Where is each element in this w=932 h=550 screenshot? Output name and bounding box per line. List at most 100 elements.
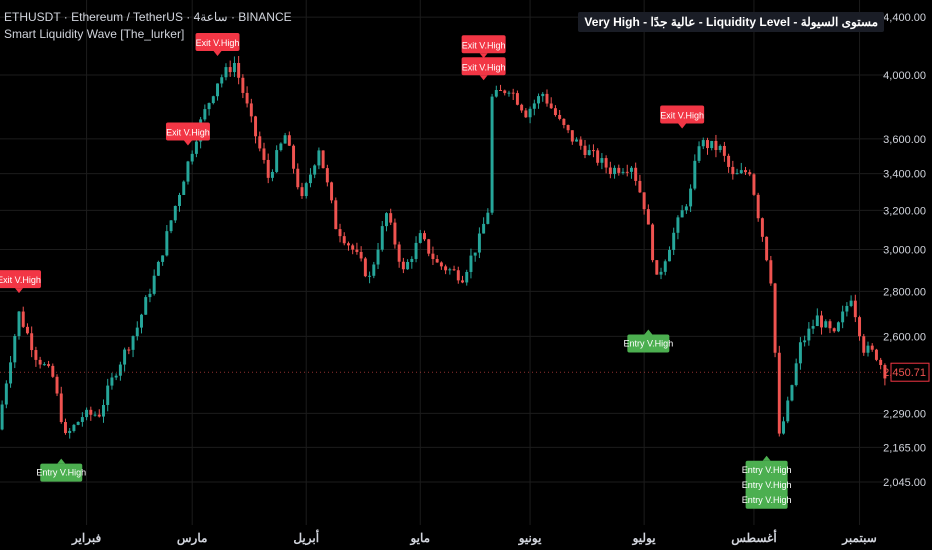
y-tick-label: 3,600.00	[883, 134, 926, 146]
y-tick-label: 3,400.00	[883, 169, 926, 181]
candle-body	[262, 148, 266, 160]
entry-signal-label	[745, 460, 788, 479]
candle-body	[765, 236, 769, 261]
candle-body	[80, 417, 84, 422]
x-tick-label: فبراير	[71, 531, 102, 546]
candle-body	[427, 239, 431, 254]
candle-body	[739, 170, 743, 174]
exit-signal-pointer	[678, 123, 687, 129]
exit-signal-label	[461, 57, 506, 76]
indicator-title[interactable]: Smart Liquidity Wave [The_lurker]	[4, 27, 185, 41]
candle-body	[376, 249, 380, 265]
candle-body	[123, 349, 127, 365]
candle-body	[406, 261, 410, 270]
candle-body	[655, 260, 659, 275]
candle-body	[258, 136, 262, 149]
candle-body	[423, 233, 426, 240]
candle-body	[435, 259, 439, 263]
candle-body	[634, 167, 638, 181]
candle-body	[47, 364, 51, 366]
candle-body	[820, 315, 824, 328]
candle-body	[482, 223, 486, 234]
candle-body	[651, 224, 655, 261]
candle-body	[97, 414, 101, 417]
candle-body	[292, 145, 296, 169]
candle-body	[836, 322, 840, 332]
candle-body	[549, 103, 553, 109]
candle-body	[34, 350, 38, 360]
candle-body	[63, 422, 67, 434]
candle-body	[325, 168, 329, 183]
candle-body	[0, 404, 4, 430]
candle-body	[287, 135, 291, 146]
candle-body	[832, 328, 836, 332]
candle-body	[338, 229, 342, 237]
candle-body	[169, 220, 173, 232]
y-tick-label: 2,290.00	[883, 408, 926, 420]
candle-body	[642, 192, 646, 210]
candle-body	[51, 365, 55, 377]
entry-signal-label	[745, 490, 788, 509]
candle-body	[503, 90, 507, 94]
candle-body	[9, 362, 13, 384]
candle-body	[600, 158, 604, 163]
candle-body	[275, 150, 279, 172]
candle-body	[566, 125, 570, 131]
candle-body	[515, 93, 519, 105]
candle-body	[710, 140, 714, 149]
candle-body	[727, 155, 731, 167]
candle-body	[760, 218, 764, 237]
x-tick-label: مارس	[177, 531, 208, 546]
candle-body	[321, 150, 325, 169]
candle-body	[55, 376, 59, 394]
symbol-title[interactable]: ETHUSDT · Ethereum / TetherUS · 4ساعة · …	[4, 10, 292, 24]
candle-body	[249, 103, 253, 117]
candle-body	[173, 205, 177, 221]
candle-body	[701, 140, 705, 147]
exit-signal-pointer	[479, 75, 488, 81]
candle-body	[72, 424, 76, 431]
liquidity-level-box: مستوى السيولة - Liquidity Level - عالية …	[578, 12, 884, 32]
candle-body	[663, 261, 667, 272]
entry-signal-label	[745, 475, 788, 494]
candle-body	[870, 345, 874, 350]
candle-body	[114, 375, 118, 378]
candle-body	[228, 67, 232, 73]
candle-body	[4, 383, 8, 405]
candle-body	[254, 116, 258, 137]
y-tick-label: 2,800.00	[883, 286, 926, 298]
candle-body	[579, 139, 583, 146]
candle-body	[722, 145, 726, 156]
candle-body	[672, 232, 676, 250]
candle-body	[397, 244, 401, 262]
candle-body	[165, 231, 169, 256]
candle-body	[59, 393, 63, 423]
candle-body	[342, 236, 346, 244]
x-tick-label: سبتمبر	[841, 531, 876, 546]
candle-body	[245, 92, 249, 104]
candle-body	[444, 266, 448, 271]
entry-signal-text: Entry V.High	[742, 480, 792, 490]
candle-body	[42, 364, 46, 366]
candle-body	[874, 349, 878, 360]
exit-signal-text: Exit V.High	[462, 40, 506, 50]
candle-body	[528, 108, 532, 118]
candle-body	[17, 311, 21, 337]
candle-body	[684, 206, 688, 211]
candle-body	[372, 264, 376, 276]
entry-signal-text: Entry V.High	[742, 495, 792, 505]
candle-body	[752, 174, 756, 195]
candle-body	[216, 83, 220, 97]
y-tick-label: 4,000.00	[883, 70, 926, 82]
exit-signal-label	[0, 270, 42, 289]
candle-body	[410, 258, 414, 262]
exit-signal-label	[461, 35, 506, 54]
candle-body	[777, 352, 781, 434]
entry-signal-text: Entry V.High	[624, 338, 674, 348]
candle-body	[558, 115, 562, 119]
candle-body	[532, 103, 536, 109]
exit-signal-pointer	[183, 140, 192, 146]
candle-body	[697, 146, 701, 161]
